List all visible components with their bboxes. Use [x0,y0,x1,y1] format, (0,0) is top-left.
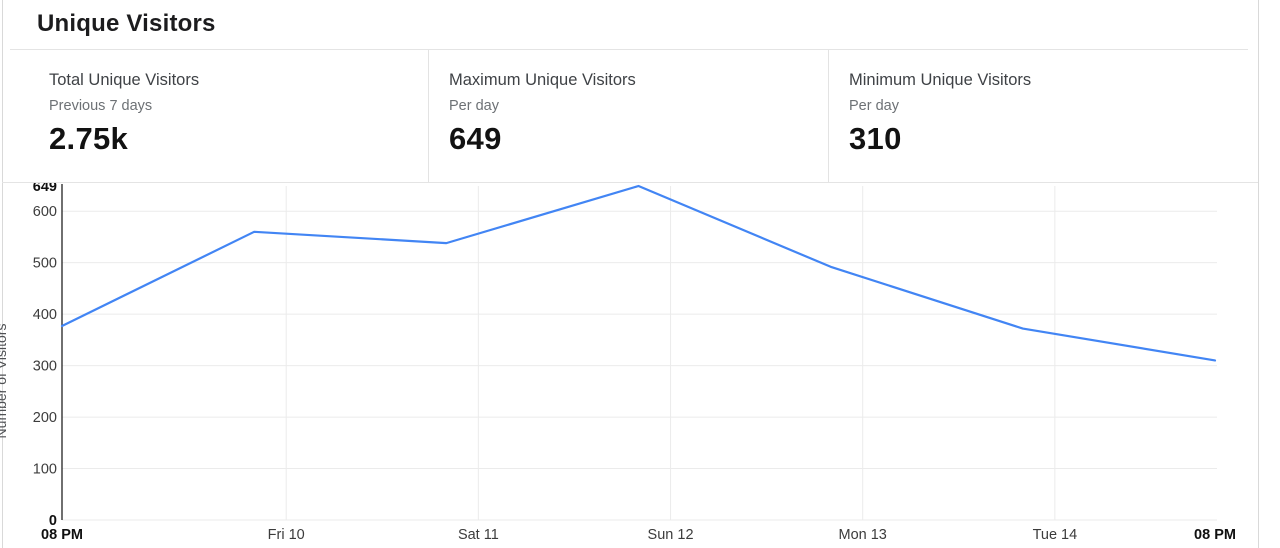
y-axis-tick-label: 649 [33,183,57,195]
stat-title: Minimum Unique Visitors [849,71,1032,89]
title-divider [10,49,1248,50]
stat-subtitle: Per day [449,98,499,114]
x-axis-tick-label: Sat 11 [458,527,499,543]
panel-left-border [2,0,3,548]
stat-subtitle: Per day [849,98,899,114]
unique-visitors-line[interactable] [60,184,1217,362]
panel-right-border [1258,0,1259,548]
stat-value: 310 [849,121,902,156]
x-axis-tick-label: 08 PM [1194,527,1236,543]
y-axis-tick-label: 200 [33,410,57,426]
x-axis-tick-label: Sun 12 [648,527,694,543]
stat-card-minimum: Minimum Unique Visitors Per day 310 [828,50,1258,182]
stats-row: Total Unique Visitors Previous 7 days 2.… [3,50,1258,182]
section-divider [2,182,1258,183]
unique-visitors-chart[interactable]: Number of Visitors 649 600 500 400 300 200 100… [0,183,1280,548]
y-axis-tick-label: 0 [49,513,57,529]
stat-subtitle: Previous 7 days [49,98,153,114]
y-axis-tick-label: 400 [33,307,57,323]
y-axis-tick-label: 500 [33,256,57,272]
stat-title: Maximum Unique Visitors [449,71,636,89]
x-axis-tick-label: Mon 13 [839,527,887,543]
stat-card-maximum: Maximum Unique Visitors Per day 649 [428,50,828,182]
stat-value: 649 [449,121,502,156]
x-axis-tick-label: Tue 14 [1033,527,1078,543]
page-title: Unique Visitors [37,10,216,37]
stat-card-total: Total Unique Visitors Previous 7 days 2.… [3,50,428,182]
y-axis-tick-label: 300 [33,359,57,375]
stat-title: Total Unique Visitors [49,71,200,89]
y-axis-tick-label: 600 [33,204,57,220]
x-axis-tick-label: Fri 10 [268,527,305,543]
y-axis-tick-label: 100 [33,462,57,478]
stat-value: 2.75k [49,121,129,156]
x-axis-tick-label: 08 PM [41,527,83,543]
